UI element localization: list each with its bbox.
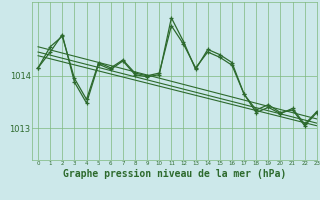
X-axis label: Graphe pression niveau de la mer (hPa): Graphe pression niveau de la mer (hPa) bbox=[63, 169, 286, 179]
